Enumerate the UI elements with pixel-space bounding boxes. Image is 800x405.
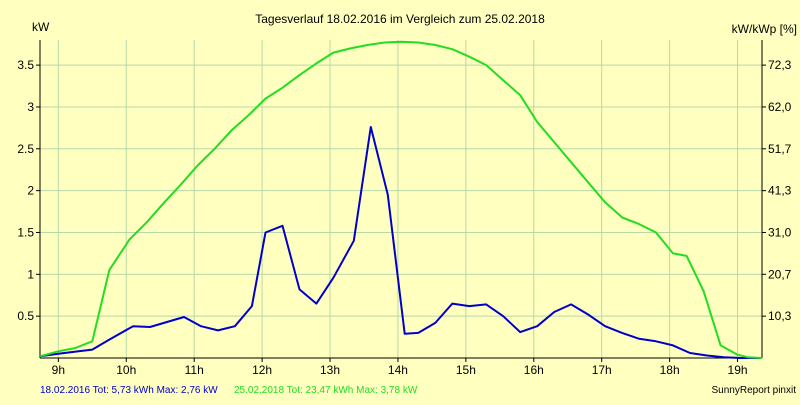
x-tick-label: 13h	[320, 363, 340, 377]
y-tick-label-right: 62,0	[768, 100, 792, 114]
brand-label: SunnyReport pinxit	[712, 385, 797, 396]
y-tick-label-right: 31,0	[768, 225, 792, 239]
series-line-s2018	[39, 40, 763, 359]
series-layer	[39, 40, 763, 359]
x-tick-label: 11h	[185, 363, 204, 377]
y-tick-label-left: 3	[27, 100, 34, 114]
grid-layer	[40, 40, 762, 358]
axes-layer	[39, 40, 763, 359]
y-axis-label-left: kW	[32, 20, 50, 34]
y-tick-label-right: 20,7	[768, 267, 792, 281]
y-tick-label-left: 0.5	[17, 309, 34, 323]
legend-2018: 25.02.2018 Tot: 23,47 kWh Max: 3,78 kW	[234, 385, 418, 396]
series-line-s2016	[39, 126, 762, 359]
y-tick-label-right: 51,7	[768, 142, 792, 156]
x-tick-label: 10h	[116, 363, 136, 377]
x-tick-label: 9h	[52, 363, 65, 377]
x-tick-label: 12h	[252, 363, 272, 377]
y-tick-label-left: 1.5	[17, 225, 34, 239]
x-tick-label: 16h	[524, 363, 544, 377]
y-tick-label-left: 1	[27, 267, 34, 281]
y-axis-label-right: kW/kWp [%]	[732, 22, 797, 36]
chart-title: Tagesverlauf 18.02.2016 im Vergleich zum…	[255, 12, 545, 26]
x-tick-label: 15h	[456, 363, 476, 377]
y-tick-label-right: 41,3	[768, 184, 792, 198]
y-tick-label-left: 2.5	[17, 142, 34, 156]
x-tick-label: 19h	[728, 363, 748, 377]
x-tick-label: 17h	[592, 363, 612, 377]
y-tick-label-right: 10,3	[768, 309, 792, 323]
legend-2016: 18.02.2016 Tot: 5,73 kWh Max: 2,76 kW	[40, 385, 218, 396]
y-tick-label-left: 2	[27, 184, 34, 198]
x-tick-label: 14h	[388, 363, 408, 377]
ticks-layer: 9h 10h 11h 12h 13h 14h 15h 16h 17h 18h 19h 0.5 1 1.5 2…	[17, 58, 791, 377]
x-tick-label: 18h	[660, 363, 680, 377]
y-tick-label-right: 72,3	[768, 58, 792, 72]
y-tick-label-left: 3.5	[17, 58, 34, 72]
